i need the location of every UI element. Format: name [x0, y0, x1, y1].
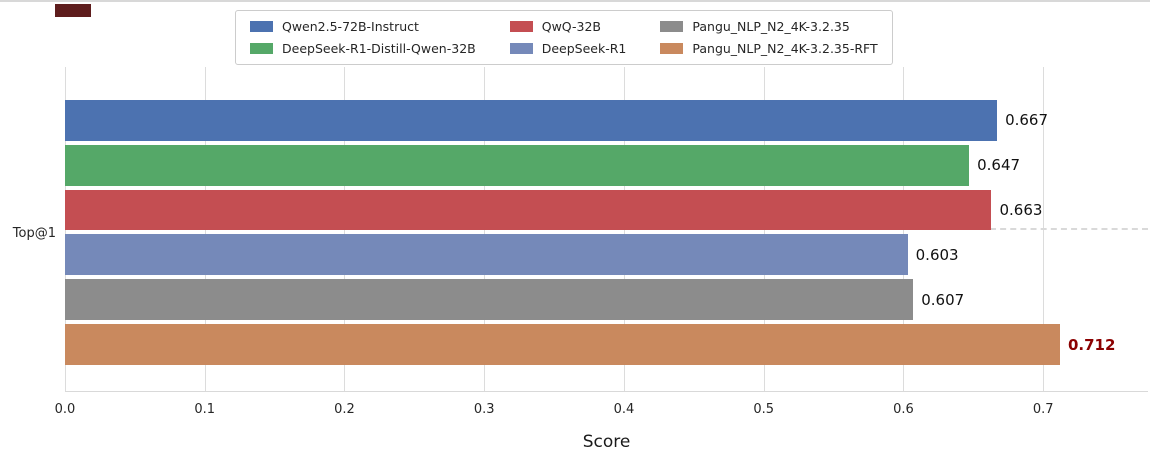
bar-row: 0.603	[65, 234, 1148, 276]
legend-swatch	[660, 21, 684, 32]
x-tick-label: 0.3	[473, 402, 495, 417]
bar-value-label: 0.647	[977, 156, 1021, 175]
bar-row: 0.607	[65, 279, 1148, 321]
bar-row: 0.647	[65, 144, 1148, 186]
x-tick-label: 0.5	[753, 402, 775, 417]
x-axis-label: Score	[582, 432, 631, 452]
bar-row: 0.712	[65, 324, 1148, 365]
legend-swatch	[250, 21, 273, 32]
bars-region: 0.667 0.647 0.663 0.603 0.607 0.712	[65, 100, 1148, 365]
legend-swatch	[509, 21, 533, 32]
legend-swatch	[250, 43, 273, 54]
legend-label: DeepSeek-R1	[541, 41, 627, 56]
legend-item-Pangu_NLP_N2_4K-3.2.35: Pangu_NLP_N2_4K-3.2.35	[660, 19, 877, 34]
bar-value-label: 0.607	[921, 290, 965, 309]
legend-label: Pangu_NLP_N2_4K-3.2.35-RFT	[692, 41, 878, 56]
bar-value-label: 0.712	[1067, 335, 1116, 354]
legend-swatch	[509, 43, 533, 54]
category-dashed-gridline	[989, 228, 1148, 230]
bar-value-label: 0.667	[1005, 111, 1049, 130]
legend-label: QwQ-32B	[541, 19, 601, 34]
legend-item-DeepSeek-R1: DeepSeek-R1	[509, 41, 627, 56]
legend-label: Qwen2.5-72B-Instruct	[282, 19, 419, 34]
x-tick-label: 0.2	[334, 402, 355, 417]
legend-item-Qwen2.5-72B-Instruct: Qwen2.5-72B-Instruct	[250, 19, 476, 34]
bar-QwQ-32B	[65, 189, 992, 231]
bar-value-label: 0.603	[915, 245, 959, 264]
x-tick-label: 0.1	[194, 402, 216, 417]
legend-swatch	[660, 43, 684, 54]
legend-item-DeepSeek-R1-Distill-Qwen-32B: DeepSeek-R1-Distill-Qwen-32B	[250, 41, 476, 56]
x-tick-label: 0.4	[613, 402, 635, 417]
legend-item-Pangu_NLP_N2_4K-3.2.35-RFT: Pangu_NLP_N2_4K-3.2.35-RFT	[660, 41, 878, 56]
bar-row: 0.663	[65, 189, 1148, 231]
bar-DeepSeek-R1-Distill-Qwen-32B	[65, 144, 970, 186]
x-tick-label: 0.6	[893, 402, 914, 417]
plot-area: 0.667 0.647 0.663 0.603 0.607 0.712	[65, 67, 1148, 392]
x-tick-label: 0.7	[1032, 402, 1054, 417]
legend-item-QwQ-32B: QwQ-32B	[509, 19, 627, 34]
top-left-red-artifact	[55, 4, 91, 17]
x-tick-label: 0.0	[54, 402, 76, 417]
bar-value-label: 0.663	[999, 201, 1043, 220]
bar-Qwen2.5-72B-Instruct	[65, 100, 998, 141]
bar-row: 0.667	[65, 100, 1148, 141]
legend: Qwen2.5-72B-Instruct QwQ-32B Pangu_NLP_N2_…	[235, 10, 893, 65]
bar-Pangu_NLP_N2_4K-3.2.35	[65, 279, 914, 321]
legend-label: Pangu_NLP_N2_4K-3.2.35	[692, 19, 850, 34]
bar-DeepSeek-R1	[65, 234, 908, 276]
bar-Pangu_NLP_N2_4K-3.2.35-RFT	[65, 324, 1060, 365]
legend-label: DeepSeek-R1-Distill-Qwen-32B	[282, 41, 476, 56]
x-tick-labels: 0.0 0.1 0.2 0.3 0.4 0.5 0.6 0.7	[55, 402, 1148, 420]
y-tick-label: Top@1	[12, 226, 56, 241]
